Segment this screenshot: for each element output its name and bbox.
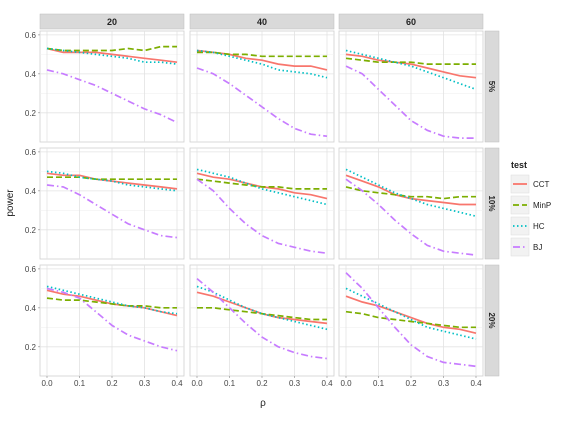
y-tick-label: 0.6	[25, 265, 37, 274]
legend-label-cct: CCT	[533, 180, 550, 189]
series-line-minp	[46, 45, 177, 52]
series-line-hc	[196, 168, 328, 206]
series-line-minp	[345, 57, 476, 65]
col-strip-label: 60	[406, 17, 416, 27]
series-line-bj	[196, 178, 328, 255]
col-strip-60	[338, 13, 484, 30]
x-tick-label: 0.2	[256, 379, 268, 388]
series-line-bj	[196, 67, 328, 138]
x-tick-label: 0.2	[106, 379, 118, 388]
series-line-hc	[345, 49, 477, 91]
x-tick-label: 0.0	[41, 379, 53, 388]
series-line-bj	[196, 277, 328, 360]
y-axis-label: power	[5, 189, 16, 217]
panel-20pct-20	[39, 264, 185, 377]
row-strip-2	[484, 264, 500, 377]
legend-key-box	[510, 195, 530, 215]
series-line-bj	[345, 272, 477, 368]
series-line-minp	[47, 176, 177, 181]
panel-5pct-20	[39, 30, 185, 143]
x-tick-label: 0.4	[470, 379, 482, 388]
y-tick-label: 0.4	[25, 304, 37, 313]
row-strip-label: 20%	[487, 312, 496, 328]
series-line-bj	[345, 65, 476, 139]
y-tick-label: 0.4	[25, 70, 37, 79]
legend-title: test	[511, 160, 527, 170]
series-line-minp	[196, 178, 327, 190]
x-tick-label: 0.3	[139, 379, 151, 388]
row-strip-1	[484, 147, 500, 260]
x-tick-label: 0.1	[224, 379, 236, 388]
x-tick-label: 0.3	[438, 379, 450, 388]
series-line-minp	[197, 51, 327, 58]
x-tick-label: 0.0	[340, 379, 352, 388]
x-tick-label: 0.1	[74, 379, 86, 388]
x-tick-label: 0.4	[321, 379, 333, 388]
series-line-bj	[46, 184, 178, 239]
series-line-bj	[46, 287, 178, 352]
y-tick-label: 0.2	[25, 226, 37, 235]
series-line-cct	[345, 174, 476, 206]
series-line-cct	[345, 53, 477, 79]
panel-5pct-40	[189, 30, 335, 143]
legend-label-bj: BJ	[533, 243, 542, 252]
panel-10pct-60	[338, 147, 484, 260]
series-line-cct	[46, 172, 178, 190]
series-line-bj	[46, 69, 178, 124]
panel-10pct-20	[39, 147, 185, 260]
series-line-hc	[345, 287, 477, 340]
legend-label-minp: MinP	[533, 201, 551, 210]
col-strip-20	[39, 13, 185, 30]
x-tick-label: 0.2	[405, 379, 417, 388]
legend-label-hc: HC	[533, 222, 545, 231]
legend-key-box	[510, 216, 530, 236]
x-axis-label: ρ	[260, 398, 266, 409]
x-tick-label: 0.3	[289, 379, 301, 388]
panel-5pct-60	[338, 30, 484, 143]
x-tick-label: 0.4	[171, 379, 183, 388]
series-line-minp	[197, 306, 327, 321]
series-line-minp	[345, 310, 476, 329]
panel-20pct-60	[338, 264, 484, 377]
y-tick-label: 0.6	[25, 148, 37, 157]
series-line-bj	[345, 178, 477, 256]
legend: CCT MinP HC BJ	[510, 174, 551, 257]
series-line-minp	[46, 297, 177, 309]
col-strip-40	[189, 13, 335, 30]
row-strip-label: 5%	[487, 81, 496, 93]
panel-20pct-40	[189, 264, 335, 377]
x-tick-label: 0.1	[373, 379, 385, 388]
y-tick-label: 0.2	[25, 109, 37, 118]
series-line-cct	[345, 295, 477, 335]
col-strip-label: 40	[257, 17, 267, 27]
series-line-hc	[345, 168, 477, 218]
y-tick-label: 0.4	[25, 187, 37, 196]
series-line-minp	[345, 186, 476, 200]
series-line-cct	[46, 47, 178, 64]
y-tick-label: 0.6	[25, 31, 37, 40]
col-strip-label: 20	[107, 17, 117, 27]
x-tick-label: 0.0	[191, 379, 203, 388]
row-strip-label: 10%	[487, 195, 496, 211]
panel-10pct-40	[189, 147, 335, 260]
row-strip-0	[484, 30, 500, 143]
y-tick-label: 0.2	[25, 343, 37, 352]
series-line-hc	[46, 47, 178, 65]
